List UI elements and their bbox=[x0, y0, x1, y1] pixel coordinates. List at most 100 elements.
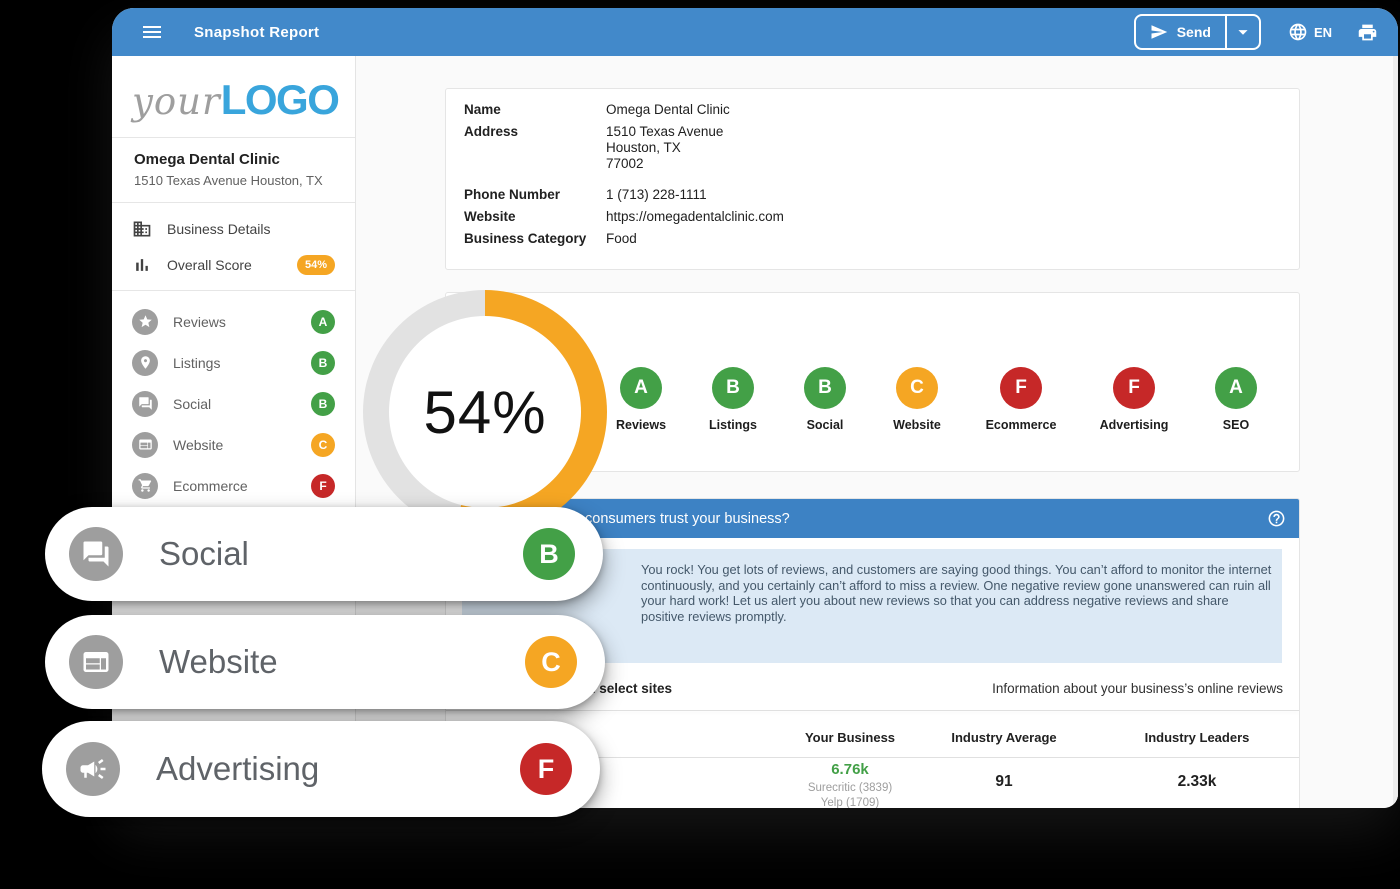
sidebar-item-listings[interactable]: Listings B bbox=[112, 342, 355, 383]
info-row-address: Address 1510 Texas Avenue Houston, TX 77… bbox=[464, 124, 1299, 172]
divider bbox=[446, 710, 1299, 711]
send-button-divider bbox=[1224, 16, 1227, 48]
overlay-pill-advertising[interactable]: Advertising F bbox=[42, 721, 600, 817]
grade-badge: C bbox=[311, 432, 335, 457]
breakdown-line: Surecritic (3839) bbox=[807, 782, 893, 794]
sidebar-item-label: Reviews bbox=[173, 313, 226, 330]
overlay-pill-website[interactable]: Website C bbox=[45, 615, 605, 709]
column-header-your-business: Your Business bbox=[804, 730, 896, 745]
overall-score-percent: 54% bbox=[423, 378, 547, 446]
grade-label: Ecommerce bbox=[985, 418, 1057, 432]
overlay-pill-label: Advertising bbox=[156, 750, 320, 787]
send-icon bbox=[1151, 25, 1167, 39]
industry-average-value: 91 bbox=[995, 773, 1013, 790]
browser-icon bbox=[132, 431, 158, 458]
send-split-button: Send bbox=[1133, 14, 1261, 50]
language-selector[interactable]: EN bbox=[1288, 22, 1332, 42]
sidebar-item-label: Social bbox=[173, 395, 212, 412]
sidebar-business-name: Omega Dental Clinic bbox=[134, 151, 280, 168]
chevron-down-icon bbox=[1238, 30, 1248, 35]
grade-label: Website bbox=[893, 418, 941, 432]
grade-badge: A bbox=[1215, 367, 1257, 409]
help-button[interactable] bbox=[1267, 509, 1286, 528]
scrollbar[interactable] bbox=[1393, 56, 1398, 808]
sidebar-item-website[interactable]: Website C bbox=[112, 424, 355, 465]
info-row-phone: Phone Number 1 (713) 228-1111 bbox=[464, 187, 1299, 203]
grade-badge: B bbox=[311, 391, 335, 416]
gauge-inner: 54% bbox=[389, 316, 581, 508]
help-icon bbox=[1268, 510, 1285, 527]
sidebar-item-label: Overall Score bbox=[167, 257, 252, 273]
sidebar-item-label: Ecommerce bbox=[173, 477, 248, 494]
location-pin-icon bbox=[132, 349, 158, 376]
sidebar-item-label: Listings bbox=[173, 354, 221, 371]
select-sites-heading: on select sites bbox=[579, 681, 673, 696]
sidebar-item-business-details[interactable]: Business Details bbox=[112, 211, 355, 247]
logo-text-your: your bbox=[132, 80, 221, 123]
online-reviews-info-heading: Information about your business’s online… bbox=[992, 681, 1283, 696]
column-header-industry-leaders: Industry Leaders bbox=[1144, 730, 1250, 745]
grade-label: Social bbox=[806, 418, 844, 432]
info-value: Omega Dental Clinic bbox=[606, 102, 730, 117]
shopping-cart-icon bbox=[132, 472, 158, 499]
overlay-pill-label: Website bbox=[159, 643, 278, 680]
sidebar-item-ecommerce[interactable]: Ecommerce F bbox=[112, 465, 355, 506]
address-line: 1510 Texas Avenue bbox=[606, 124, 724, 139]
info-value: 1510 Texas Avenue Houston, TX 77002 bbox=[606, 124, 723, 172]
grade-badge: B bbox=[804, 367, 846, 409]
grade-badge: B bbox=[311, 350, 335, 375]
grade-badge: A bbox=[620, 367, 662, 409]
info-value: https://omegadentalclinic.com bbox=[606, 209, 784, 224]
info-row-name: Name Omega Dental Clinic bbox=[464, 102, 1299, 118]
your-business-cell: 6.76k Surecritic (3839) Yelp (1709) bbox=[775, 761, 925, 808]
print-button[interactable] bbox=[1357, 22, 1378, 43]
browser-icon bbox=[69, 635, 123, 689]
business-info-card: Name Omega Dental Clinic Address 1510 Te… bbox=[445, 88, 1300, 270]
grade-label: SEO bbox=[1222, 418, 1250, 432]
grade-badge: F bbox=[1113, 367, 1155, 409]
sidebar-item-social[interactable]: Social B bbox=[112, 383, 355, 424]
reviews-message: You rock! You get lots of reviews, and c… bbox=[641, 562, 1272, 624]
sidebar-business-address: 1510 Texas Avenue Houston, TX bbox=[134, 173, 323, 188]
info-value: 1 (713) 228-1111 bbox=[606, 187, 707, 202]
overlay-pill-social[interactable]: Social B bbox=[45, 507, 603, 601]
grade-label: Reviews bbox=[615, 418, 667, 432]
chat-icon bbox=[69, 527, 123, 581]
grade-item-website: C Website bbox=[871, 367, 963, 432]
info-value: Food bbox=[606, 231, 637, 246]
sidebar-item-reviews[interactable]: Reviews A bbox=[112, 301, 355, 342]
address-line: 77002 bbox=[606, 156, 644, 171]
your-business-breakdown: Surecritic (3839) Yelp (1709) bbox=[775, 781, 925, 808]
logo-text-logo: LOGO bbox=[220, 76, 340, 123]
sidebar-item-overall-score[interactable]: Overall Score 54% bbox=[112, 247, 355, 283]
bar-chart-icon bbox=[132, 255, 152, 275]
snapshot-report-window: Snapshot Report Send EN bbox=[112, 8, 1398, 808]
info-label: Name bbox=[464, 102, 501, 117]
reviews-section-title: consumers trust your business? bbox=[585, 510, 790, 527]
breakdown-line: Yelp (1709) bbox=[820, 796, 880, 809]
grade-badge: C bbox=[896, 367, 938, 409]
printer-icon bbox=[1358, 24, 1377, 40]
info-label: Website bbox=[464, 209, 516, 224]
info-label: Business Category bbox=[464, 231, 587, 246]
grade-badge: C bbox=[525, 636, 577, 688]
chat-icon bbox=[132, 390, 158, 417]
building-icon bbox=[132, 219, 152, 239]
send-dropdown-button[interactable] bbox=[1227, 16, 1259, 48]
globe-icon bbox=[1289, 23, 1307, 41]
info-label: Address bbox=[464, 124, 519, 139]
hamburger-menu-icon[interactable] bbox=[140, 20, 164, 44]
grade-label: Listings bbox=[709, 418, 757, 432]
top-bar: Snapshot Report Send EN bbox=[112, 8, 1398, 56]
grade-badge: F bbox=[311, 473, 335, 498]
logo: your LOGO bbox=[112, 56, 355, 138]
grade-item-ecommerce: F Ecommerce bbox=[975, 367, 1067, 432]
top-bar-actions: Send EN bbox=[1133, 14, 1378, 50]
info-row-website: Website https://omegadentalclinic.com bbox=[464, 209, 1299, 225]
page-title: Snapshot Report bbox=[194, 23, 320, 41]
megaphone-icon bbox=[66, 742, 120, 796]
grade-badge: F bbox=[520, 743, 572, 795]
send-button[interactable]: Send bbox=[1136, 16, 1225, 48]
overall-score-badge: 54% bbox=[296, 255, 335, 275]
send-button-label: Send bbox=[1176, 24, 1211, 40]
